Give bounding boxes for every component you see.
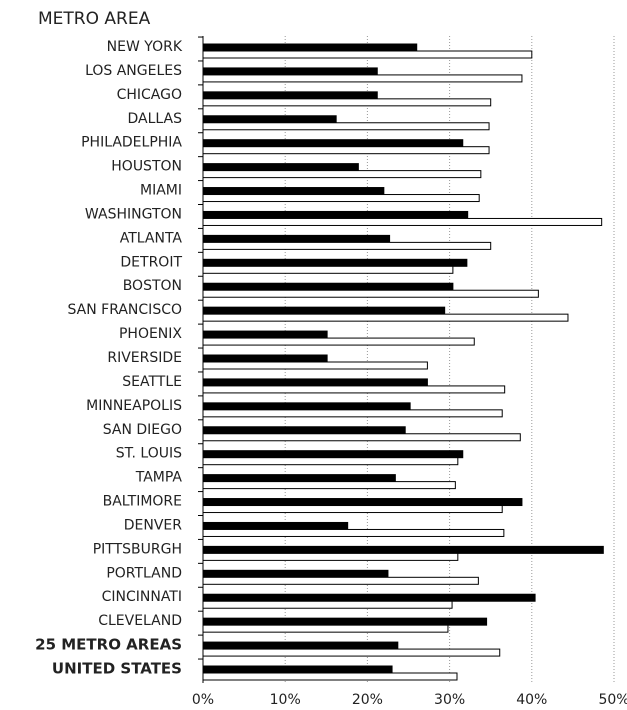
bar — [202, 210, 469, 219]
bar — [202, 282, 454, 291]
x-tick-label: 50% — [598, 692, 627, 708]
bar — [202, 241, 492, 250]
bar — [202, 624, 449, 633]
bar — [202, 98, 492, 107]
x-tick-label: 0% — [192, 692, 214, 708]
y-tick-label: TAMPA — [135, 470, 183, 486]
bar — [202, 43, 418, 52]
bar — [202, 170, 482, 179]
bar — [202, 672, 458, 681]
y-tick-label: RIVERSIDE — [107, 350, 182, 366]
y-tick-label: BALTIMORE — [103, 494, 182, 510]
y-tick-label: MINNEAPOLIS — [86, 398, 182, 414]
x-tick-label: 10% — [270, 692, 301, 708]
y-tick-label: 25 METRO AREAS — [35, 636, 182, 654]
bar — [202, 354, 328, 363]
y-tick-label: DALLAS — [128, 111, 183, 127]
y-tick-label: DENVER — [124, 517, 183, 533]
bar — [202, 337, 475, 346]
x-tick-label: 20% — [352, 692, 383, 708]
bar — [202, 665, 393, 674]
bar — [202, 528, 505, 537]
bar — [202, 217, 603, 226]
bar — [202, 234, 391, 243]
bar — [202, 521, 349, 530]
chart-title: METRO AREA — [38, 9, 151, 29]
bar — [202, 402, 411, 411]
bar — [202, 50, 533, 59]
bar — [202, 648, 501, 657]
bar — [202, 569, 389, 578]
y-tick-label: PHOENIX — [119, 326, 182, 342]
bar — [202, 505, 503, 514]
bar — [202, 593, 536, 602]
bar — [202, 187, 385, 196]
bar — [202, 426, 406, 435]
y-tick-label: PORTLAND — [106, 565, 182, 581]
bar — [202, 409, 503, 418]
bar — [202, 481, 456, 490]
y-tick-label: UNITED STATES — [52, 660, 182, 678]
bar — [202, 146, 490, 155]
bar — [202, 361, 428, 370]
y-tick-label: HOUSTON — [111, 159, 182, 175]
y-tick-label: BOSTON — [123, 278, 182, 294]
y-tick-label: ST. LOUIS — [116, 446, 182, 462]
bar — [202, 450, 464, 459]
bar — [202, 457, 459, 466]
y-tick-label: PHILADELPHIA — [81, 135, 182, 151]
bar — [202, 139, 464, 148]
bar — [202, 67, 378, 76]
y-tick-label: NEW YORK — [107, 39, 183, 55]
bar — [202, 378, 428, 387]
y-tick-label: WASHINGTON — [85, 206, 182, 222]
bar — [202, 289, 539, 298]
y-tick-label: SEATTLE — [122, 374, 182, 390]
bar — [202, 385, 506, 394]
bar — [202, 306, 446, 315]
y-tick-label: SAN DIEGO — [103, 422, 182, 438]
y-tick-label: ATLANTA — [120, 230, 183, 246]
bar — [202, 552, 459, 561]
y-tick-label: MIAMI — [140, 183, 182, 199]
bar — [202, 194, 480, 203]
bar — [202, 115, 337, 124]
bar — [202, 498, 523, 507]
y-tick-label: PITTSBURGH — [93, 541, 182, 557]
bar — [202, 600, 453, 609]
x-tick-label: 30% — [434, 692, 465, 708]
bar — [202, 545, 604, 554]
bar — [202, 641, 399, 650]
y-tick-label: CHICAGO — [117, 87, 182, 103]
y-tick-label: SAN FRANCISCO — [68, 302, 183, 318]
bar — [202, 74, 523, 83]
y-tick-label: DETROIT — [120, 254, 182, 270]
y-tick-label: LOS ANGELES — [85, 63, 182, 79]
x-tick-label: 40% — [516, 692, 547, 708]
y-tick-label: CINCINNATI — [102, 589, 182, 605]
bar — [202, 265, 454, 274]
bar — [202, 313, 569, 322]
bar — [202, 258, 468, 267]
y-tick-label: CLEVELAND — [98, 613, 182, 629]
bar — [202, 474, 396, 483]
bar — [202, 163, 359, 172]
bar — [202, 91, 378, 100]
bar — [202, 330, 328, 339]
bar — [202, 617, 488, 626]
bar — [202, 576, 479, 585]
bar — [202, 122, 490, 131]
bar — [202, 433, 521, 442]
